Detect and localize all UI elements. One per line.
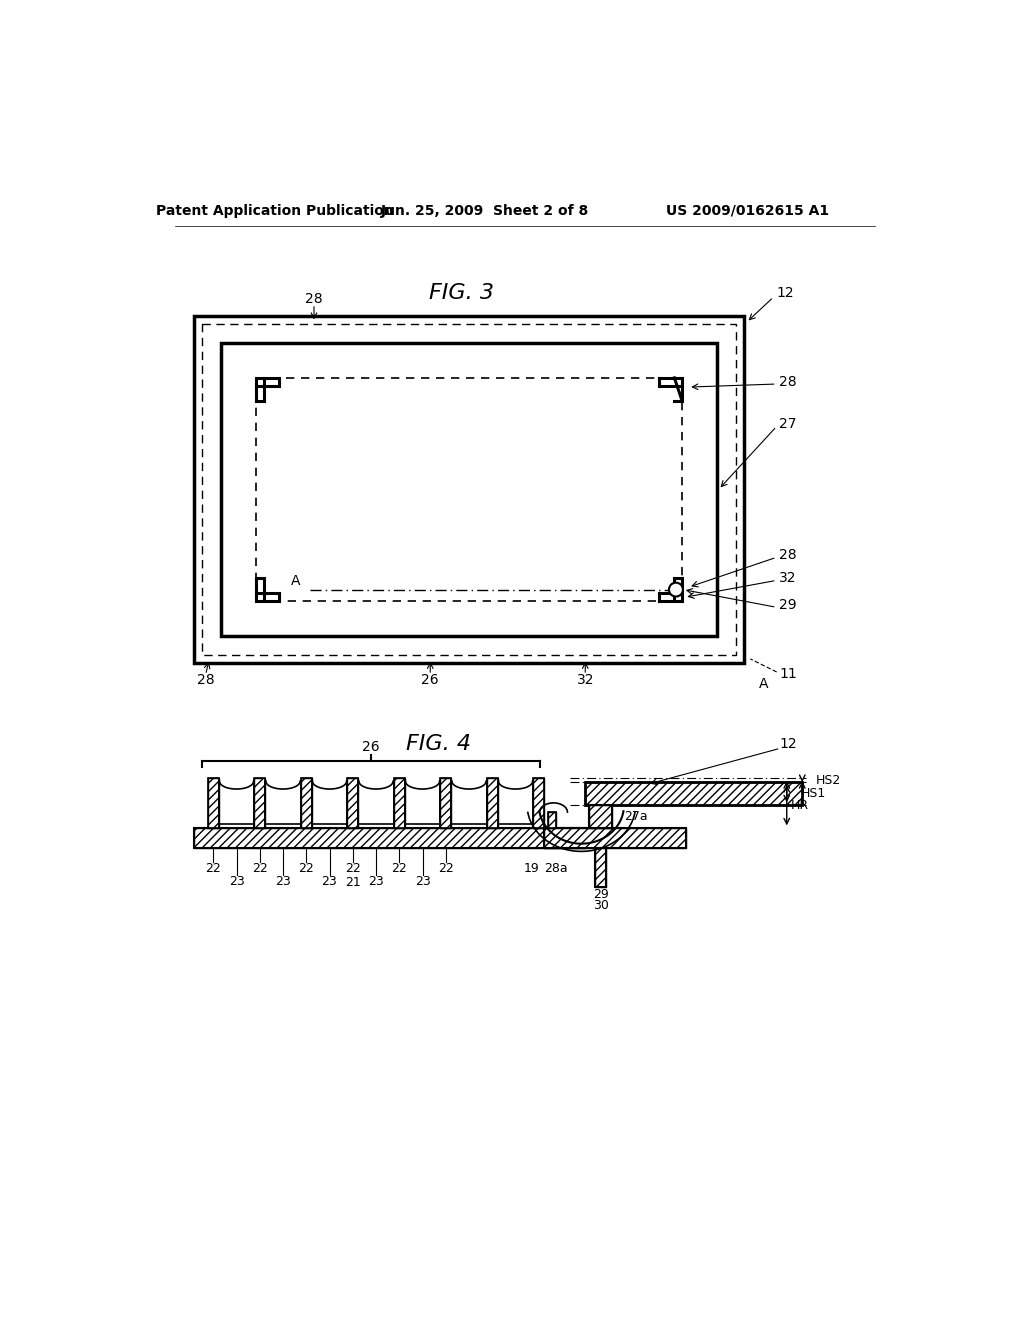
Text: Patent Application Publication: Patent Application Publication [157,203,394,218]
Bar [256,378,682,601]
Text: 12: 12 [779,737,797,751]
Text: 22: 22 [391,862,408,875]
Text: 22: 22 [206,862,221,875]
Bar [221,343,717,636]
Bar [194,829,586,849]
Text: 22: 22 [298,862,314,875]
Text: 21: 21 [345,875,360,888]
Bar [548,812,556,829]
Bar [544,829,686,849]
Bar [440,779,452,829]
Bar [194,317,744,663]
Text: 28: 28 [197,673,214,686]
Text: 23: 23 [275,875,291,888]
Bar [208,779,219,829]
Text: 27a: 27a [624,810,647,824]
Bar [548,812,556,829]
Bar [486,779,498,829]
Bar [208,779,219,829]
Bar [394,779,404,829]
Bar [440,779,452,829]
Text: 27: 27 [779,417,797,432]
Text: 22: 22 [345,862,360,875]
Bar [544,829,686,849]
Text: 12: 12 [776,286,795,300]
Text: 23: 23 [322,875,337,888]
Text: HR: HR [791,799,809,812]
Text: 23: 23 [228,875,245,888]
Bar [534,779,544,829]
Bar [194,829,586,849]
Text: 28a: 28a [544,862,567,875]
Circle shape [669,582,683,597]
Bar [586,781,802,805]
Text: HS1: HS1 [801,787,826,800]
Bar [301,779,311,829]
Text: 28: 28 [305,292,323,306]
Text: 29: 29 [593,888,608,902]
Text: US 2009/0162615 A1: US 2009/0162615 A1 [667,203,829,218]
Bar [595,849,606,887]
Text: HS2: HS2 [816,774,842,787]
Bar [589,805,612,829]
Text: 29: 29 [779,598,797,612]
Bar [347,779,358,829]
Text: 32: 32 [577,673,594,686]
Bar [534,779,544,829]
Text: Jun. 25, 2009  Sheet 2 of 8: Jun. 25, 2009 Sheet 2 of 8 [380,203,589,218]
Text: 23: 23 [415,875,430,888]
Text: A: A [759,677,768,692]
Bar [301,779,311,829]
Bar [254,779,265,829]
Text: FIG. 3: FIG. 3 [429,284,494,304]
Text: 32: 32 [779,572,797,585]
Text: 23: 23 [368,875,384,888]
Text: A: A [291,574,301,589]
Text: 11: 11 [779,668,797,681]
Text: 30: 30 [593,899,608,912]
Text: 26: 26 [362,741,380,755]
Bar [586,781,802,805]
Bar [595,849,606,887]
Text: 19: 19 [524,862,540,875]
Bar [347,779,358,829]
Bar [202,323,736,655]
Text: 22: 22 [438,862,454,875]
Bar [394,779,404,829]
Bar [254,779,265,829]
Text: FIG. 4: FIG. 4 [406,734,470,754]
Text: 26: 26 [422,673,439,686]
Bar [486,779,498,829]
Text: 28: 28 [779,375,797,388]
Bar [589,805,612,829]
Text: 22: 22 [252,862,267,875]
Text: 28: 28 [779,548,797,562]
